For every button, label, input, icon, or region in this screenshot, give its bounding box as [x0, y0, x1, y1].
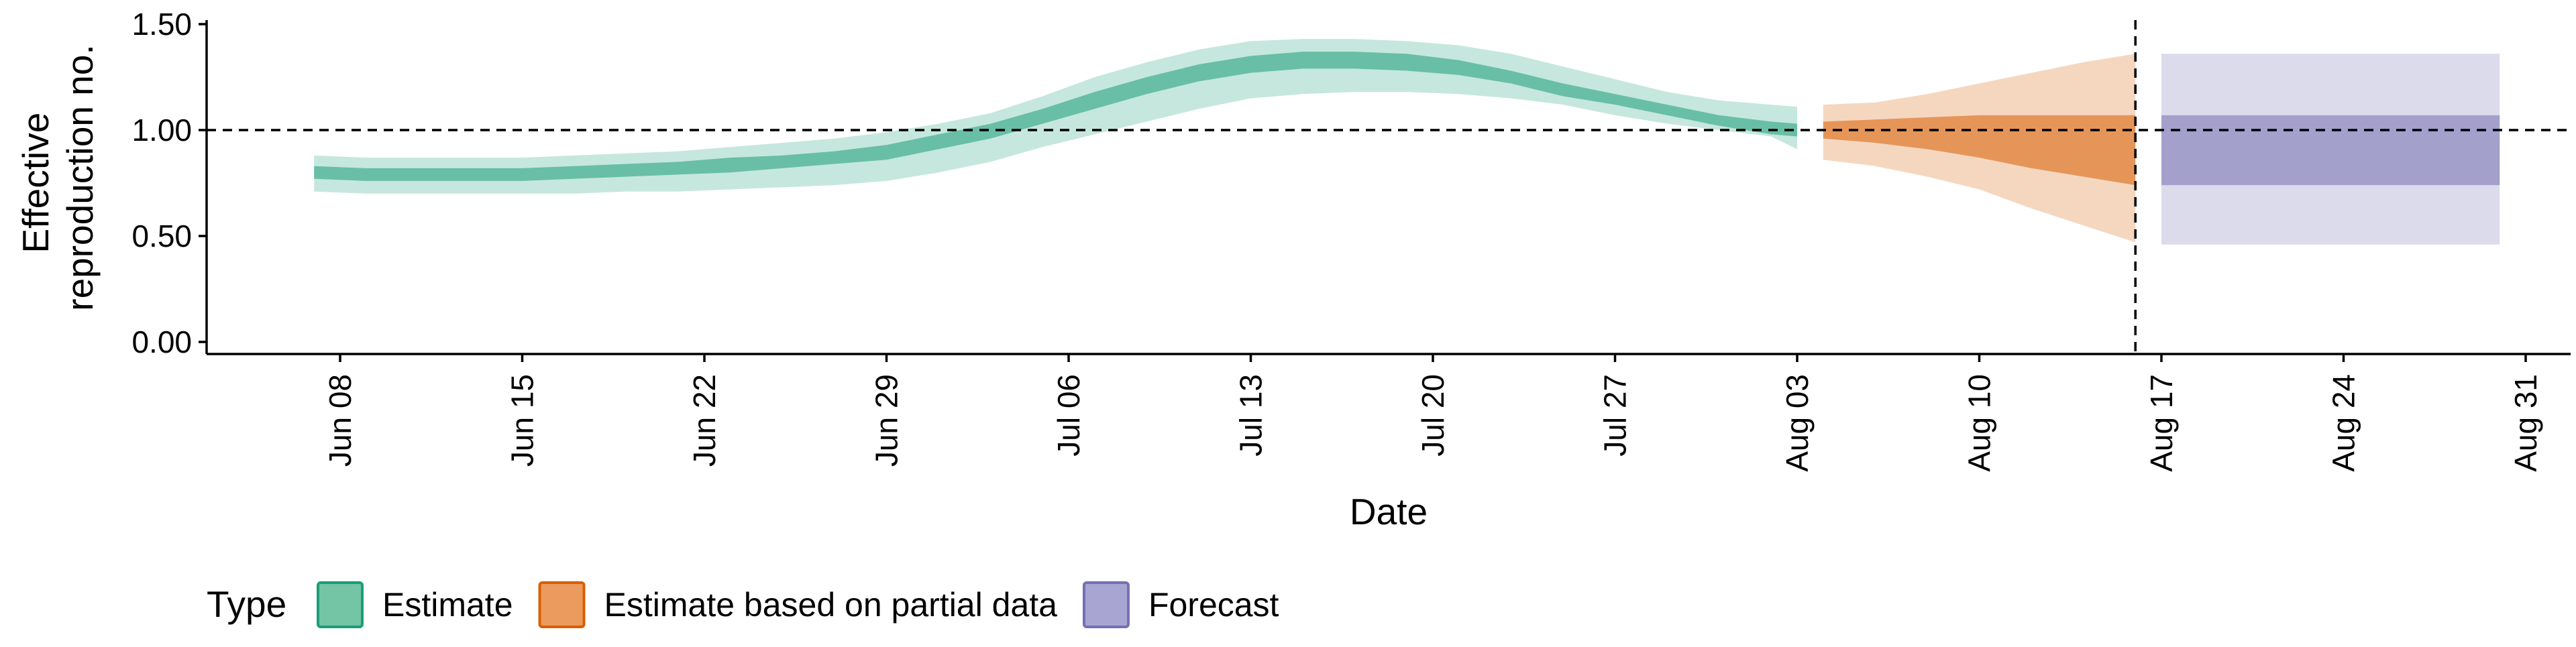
legend-swatch-estimate-based-on-partial-data — [538, 581, 586, 628]
x-tick-label: Jul 27 — [1598, 374, 1633, 457]
y-tick-label: 0.50 — [131, 219, 192, 253]
y-axis-title-line-2: reproduction no. — [59, 44, 101, 311]
x-tick-label: Aug 24 — [2326, 374, 2361, 472]
y-ticks: 0.00 0.50 1.00 1.50 — [131, 7, 207, 359]
estimate-based-on-partial-data-band-50 — [1823, 115, 2136, 186]
legend: Type Estimate Estimate based on partial da… — [207, 581, 1279, 628]
x-ticks: Jun 08 Jun 15 Jun 22 Jun 29 Jul 06 Jul 13 Jul … — [323, 354, 2543, 472]
legend-swatch-estimate — [317, 581, 364, 628]
x-tick-label: Jul 13 — [1234, 374, 1269, 457]
forecast-band-50 — [2161, 115, 2500, 186]
x-tick-label: Aug 03 — [1780, 374, 1815, 472]
x-tick-label: Jun 22 — [687, 374, 722, 467]
x-tick-label: Aug 10 — [1962, 374, 1997, 472]
y-axis-title: Effective reproduction no. — [15, 44, 101, 311]
y-tick-label: 1.50 — [131, 7, 192, 42]
x-tick-label: Jun 08 — [323, 374, 358, 467]
interval-bands — [314, 39, 2500, 245]
y-tick-label: 1.00 — [131, 113, 192, 148]
x-tick-label: Aug 17 — [2144, 374, 2179, 472]
x-tick-label: Jun 29 — [869, 374, 904, 467]
x-tick-label: Jun 15 — [505, 374, 540, 467]
estimate-band-50 — [314, 52, 1797, 181]
legend-label-estimate-based-on-partial-data: Estimate based on partial data — [604, 586, 1058, 624]
y-tick-label: 0.00 — [131, 325, 192, 359]
legend-label-forecast: Forecast — [1148, 586, 1279, 624]
y-axis-title-line-1: Effective — [15, 113, 56, 253]
axes — [205, 20, 2571, 355]
legend-label-estimate: Estimate — [382, 586, 513, 624]
legend-swatch-forecast — [1082, 581, 1130, 628]
x-tick-label: Jul 06 — [1051, 374, 1086, 457]
x-tick-label: Aug 31 — [2508, 374, 2543, 472]
x-tick-label: Jul 20 — [1415, 374, 1450, 457]
x-axis-title: Date — [1350, 491, 1428, 532]
reference-lines — [207, 20, 2571, 354]
legend-title: Type — [207, 583, 286, 625]
